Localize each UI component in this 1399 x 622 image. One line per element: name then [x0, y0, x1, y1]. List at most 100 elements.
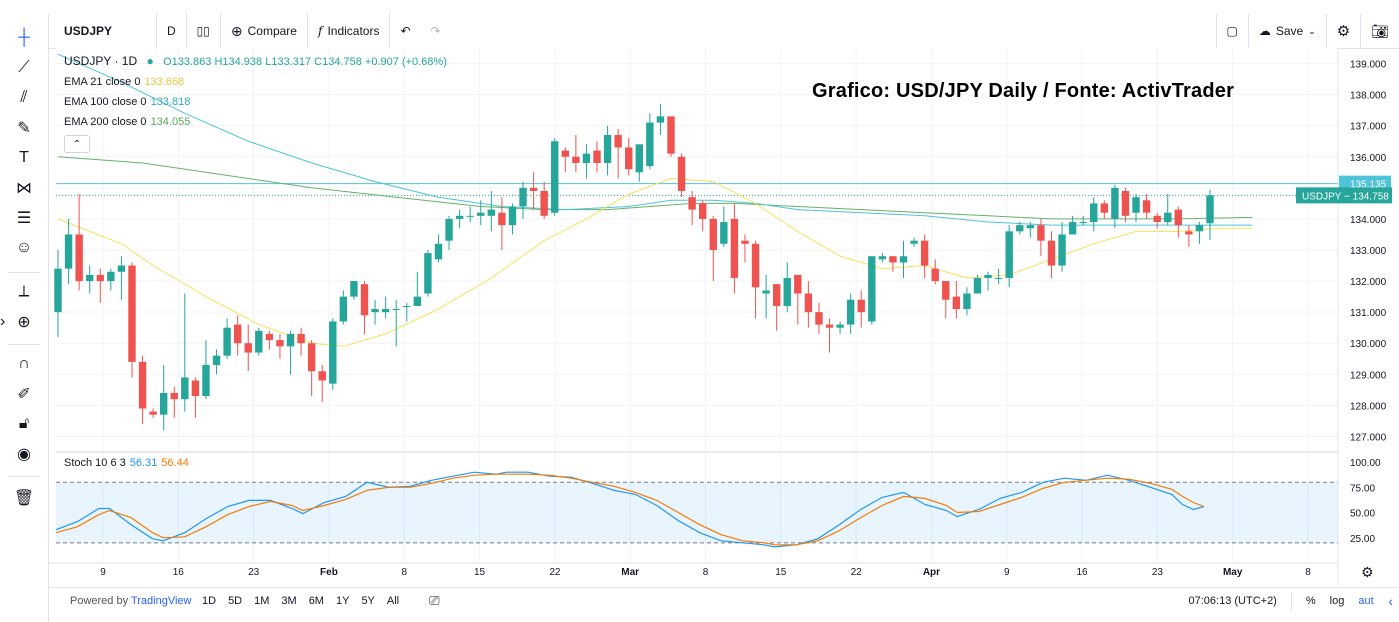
- toolbar-divider: [8, 272, 40, 273]
- candle-body: [498, 212, 506, 226]
- indicators-button[interactable]: f Indicators: [308, 14, 391, 48]
- price-tick-label: 138.000: [1350, 91, 1387, 102]
- candle-body: [846, 299, 855, 325]
- candle-body: [86, 274, 94, 282]
- range-all[interactable]: All: [386, 595, 400, 607]
- time-tick-label: 16: [173, 567, 185, 578]
- price-tick-label: 131.000: [1350, 308, 1387, 319]
- lock-icon[interactable]: 🔓︎: [18, 415, 30, 432]
- price-axis: 139.000138.000137.000136.000135.000134.0…: [1296, 48, 1392, 585]
- legend-ema200[interactable]: EMA 200 close 0 134.055: [64, 116, 190, 128]
- auto-toggle[interactable]: auto: [1358, 595, 1374, 607]
- ruler-icon[interactable]: ⟂: [18, 283, 30, 300]
- emoji-icon[interactable]: ☺: [15, 239, 33, 256]
- candle-body: [117, 265, 126, 272]
- brush-icon[interactable]: ✎: [17, 120, 31, 137]
- time-tick-label: 8: [1305, 567, 1311, 578]
- range-1d[interactable]: 1D: [202, 595, 217, 607]
- stoch-label: Stoch 10 6 3: [64, 457, 126, 469]
- zoom-icon[interactable]: ⊕: [17, 314, 31, 331]
- candle-body: [170, 392, 178, 400]
- trend-line-icon[interactable]: ⟋: [18, 59, 30, 76]
- range-1y[interactable]: 1Y: [335, 595, 350, 607]
- candle-body: [720, 222, 728, 244]
- candle-body: [445, 218, 453, 241]
- ema100-label: EMA 100 close 0: [64, 96, 147, 108]
- symbol-search-button[interactable]: USDJPY: [48, 14, 157, 48]
- save-button[interactable]: ☁ Save ⌄: [1247, 14, 1326, 48]
- range-6m[interactable]: 6M: [308, 595, 324, 607]
- candles: [54, 103, 1214, 431]
- legend-stoch[interactable]: Stoch 10 6 3 56.31 56.44: [64, 457, 189, 469]
- candle-body: [1132, 197, 1140, 213]
- clock[interactable]: 07:06:13 (UTC+2): [1188, 595, 1277, 607]
- candle-body: [455, 215, 464, 219]
- time-tick-label: 23: [248, 567, 260, 578]
- stoch-tick-label: 100.00: [1350, 458, 1381, 469]
- candle-body: [339, 296, 348, 322]
- compare-label: Compare: [247, 24, 297, 38]
- magnet-icon[interactable]: ∩: [18, 355, 30, 372]
- time-tick-label: 22: [851, 567, 863, 578]
- drawing-toolbar: ┼ ⟋ ⫽ ✎ T ⋈ ☰ ☺ ⟂ ⊕ ∩ ✐ 🔓︎ ◉ 🗑︎: [0, 14, 49, 622]
- range-1m[interactable]: 1M: [254, 595, 270, 607]
- lock-drawing-icon[interactable]: ✐: [17, 386, 31, 403]
- eye-icon[interactable]: ◉: [17, 446, 31, 463]
- fib-tool-icon[interactable]: ⫽: [20, 89, 28, 106]
- prediction-tool-icon[interactable]: ☰: [16, 210, 32, 227]
- compare-button[interactable]: ⊕ Compare: [221, 14, 308, 48]
- layout-button[interactable]: ▢: [1215, 14, 1248, 48]
- candle-body: [899, 256, 908, 263]
- undo-button[interactable]: ↶: [390, 14, 420, 48]
- candle-body: [1153, 215, 1161, 223]
- candle-body: [931, 268, 939, 282]
- snapshot-button[interactable]: 📷︎: [1360, 14, 1399, 48]
- candle-body: [625, 147, 633, 170]
- redo-button[interactable]: ↷: [421, 14, 451, 48]
- time-tick-label: 9: [100, 567, 106, 578]
- settings-button[interactable]: ⚙: [1325, 14, 1360, 48]
- time-tick-label: Apr: [923, 567, 940, 578]
- powered-by[interactable]: Powered by TradingView: [48, 595, 196, 607]
- bar-style-button[interactable]: ▯▯: [187, 14, 221, 48]
- bottom-divider: [1290, 592, 1292, 610]
- date-range-icon[interactable]: ⎚: [429, 593, 440, 608]
- chevron-right-icon[interactable]: ›: [0, 313, 6, 330]
- axis-settings-icon[interactable]: ⚙: [1361, 565, 1374, 581]
- range-3m[interactable]: 3M: [281, 595, 297, 607]
- ema21-line: [57, 177, 1253, 347]
- candle-body: [593, 150, 601, 163]
- log-toggle[interactable]: log: [1329, 595, 1345, 607]
- time-tick-label: 15: [775, 567, 787, 578]
- candle-body: [772, 284, 781, 306]
- percent-toggle[interactable]: %: [1305, 595, 1316, 607]
- trash-icon[interactable]: 🗑︎: [13, 490, 35, 507]
- square-icon: ▢: [1226, 24, 1238, 38]
- candle-body: [1068, 222, 1077, 235]
- range-5y[interactable]: 5Y: [361, 595, 375, 607]
- pattern-tool-icon[interactable]: ⋈: [16, 180, 32, 197]
- legend-ema21[interactable]: EMA 21 close 0 133.668: [64, 76, 184, 88]
- candle-body: [413, 296, 422, 306]
- price-tick-label: 128.000: [1350, 401, 1387, 412]
- candle-body: [709, 218, 717, 250]
- candle-body: [1005, 231, 1013, 278]
- bottom-toolbar: Powered by TradingView 1D 5D 1M 3M 6M 1Y…: [48, 587, 1399, 614]
- legend-ema100[interactable]: EMA 100 close 0 133.818: [64, 96, 190, 108]
- crosshair-icon[interactable]: ┼: [18, 29, 30, 46]
- candle-body: [96, 274, 104, 282]
- candle-body: [1185, 231, 1193, 235]
- candle-body: [138, 361, 147, 409]
- time-tick-label: 23: [1152, 567, 1164, 578]
- interval-button[interactable]: D: [157, 14, 187, 48]
- chevron-left-icon[interactable]: ‹: [1388, 593, 1393, 609]
- collapse-legend-button[interactable]: ⌃: [64, 135, 90, 153]
- candle-body: [1111, 187, 1119, 219]
- candle-body: [286, 333, 295, 347]
- last-price-badge: [1296, 187, 1392, 204]
- candle-body: [603, 135, 612, 163]
- range-5d[interactable]: 5D: [228, 595, 243, 607]
- text-tool-icon[interactable]: T: [19, 149, 29, 166]
- candle-body: [529, 187, 538, 191]
